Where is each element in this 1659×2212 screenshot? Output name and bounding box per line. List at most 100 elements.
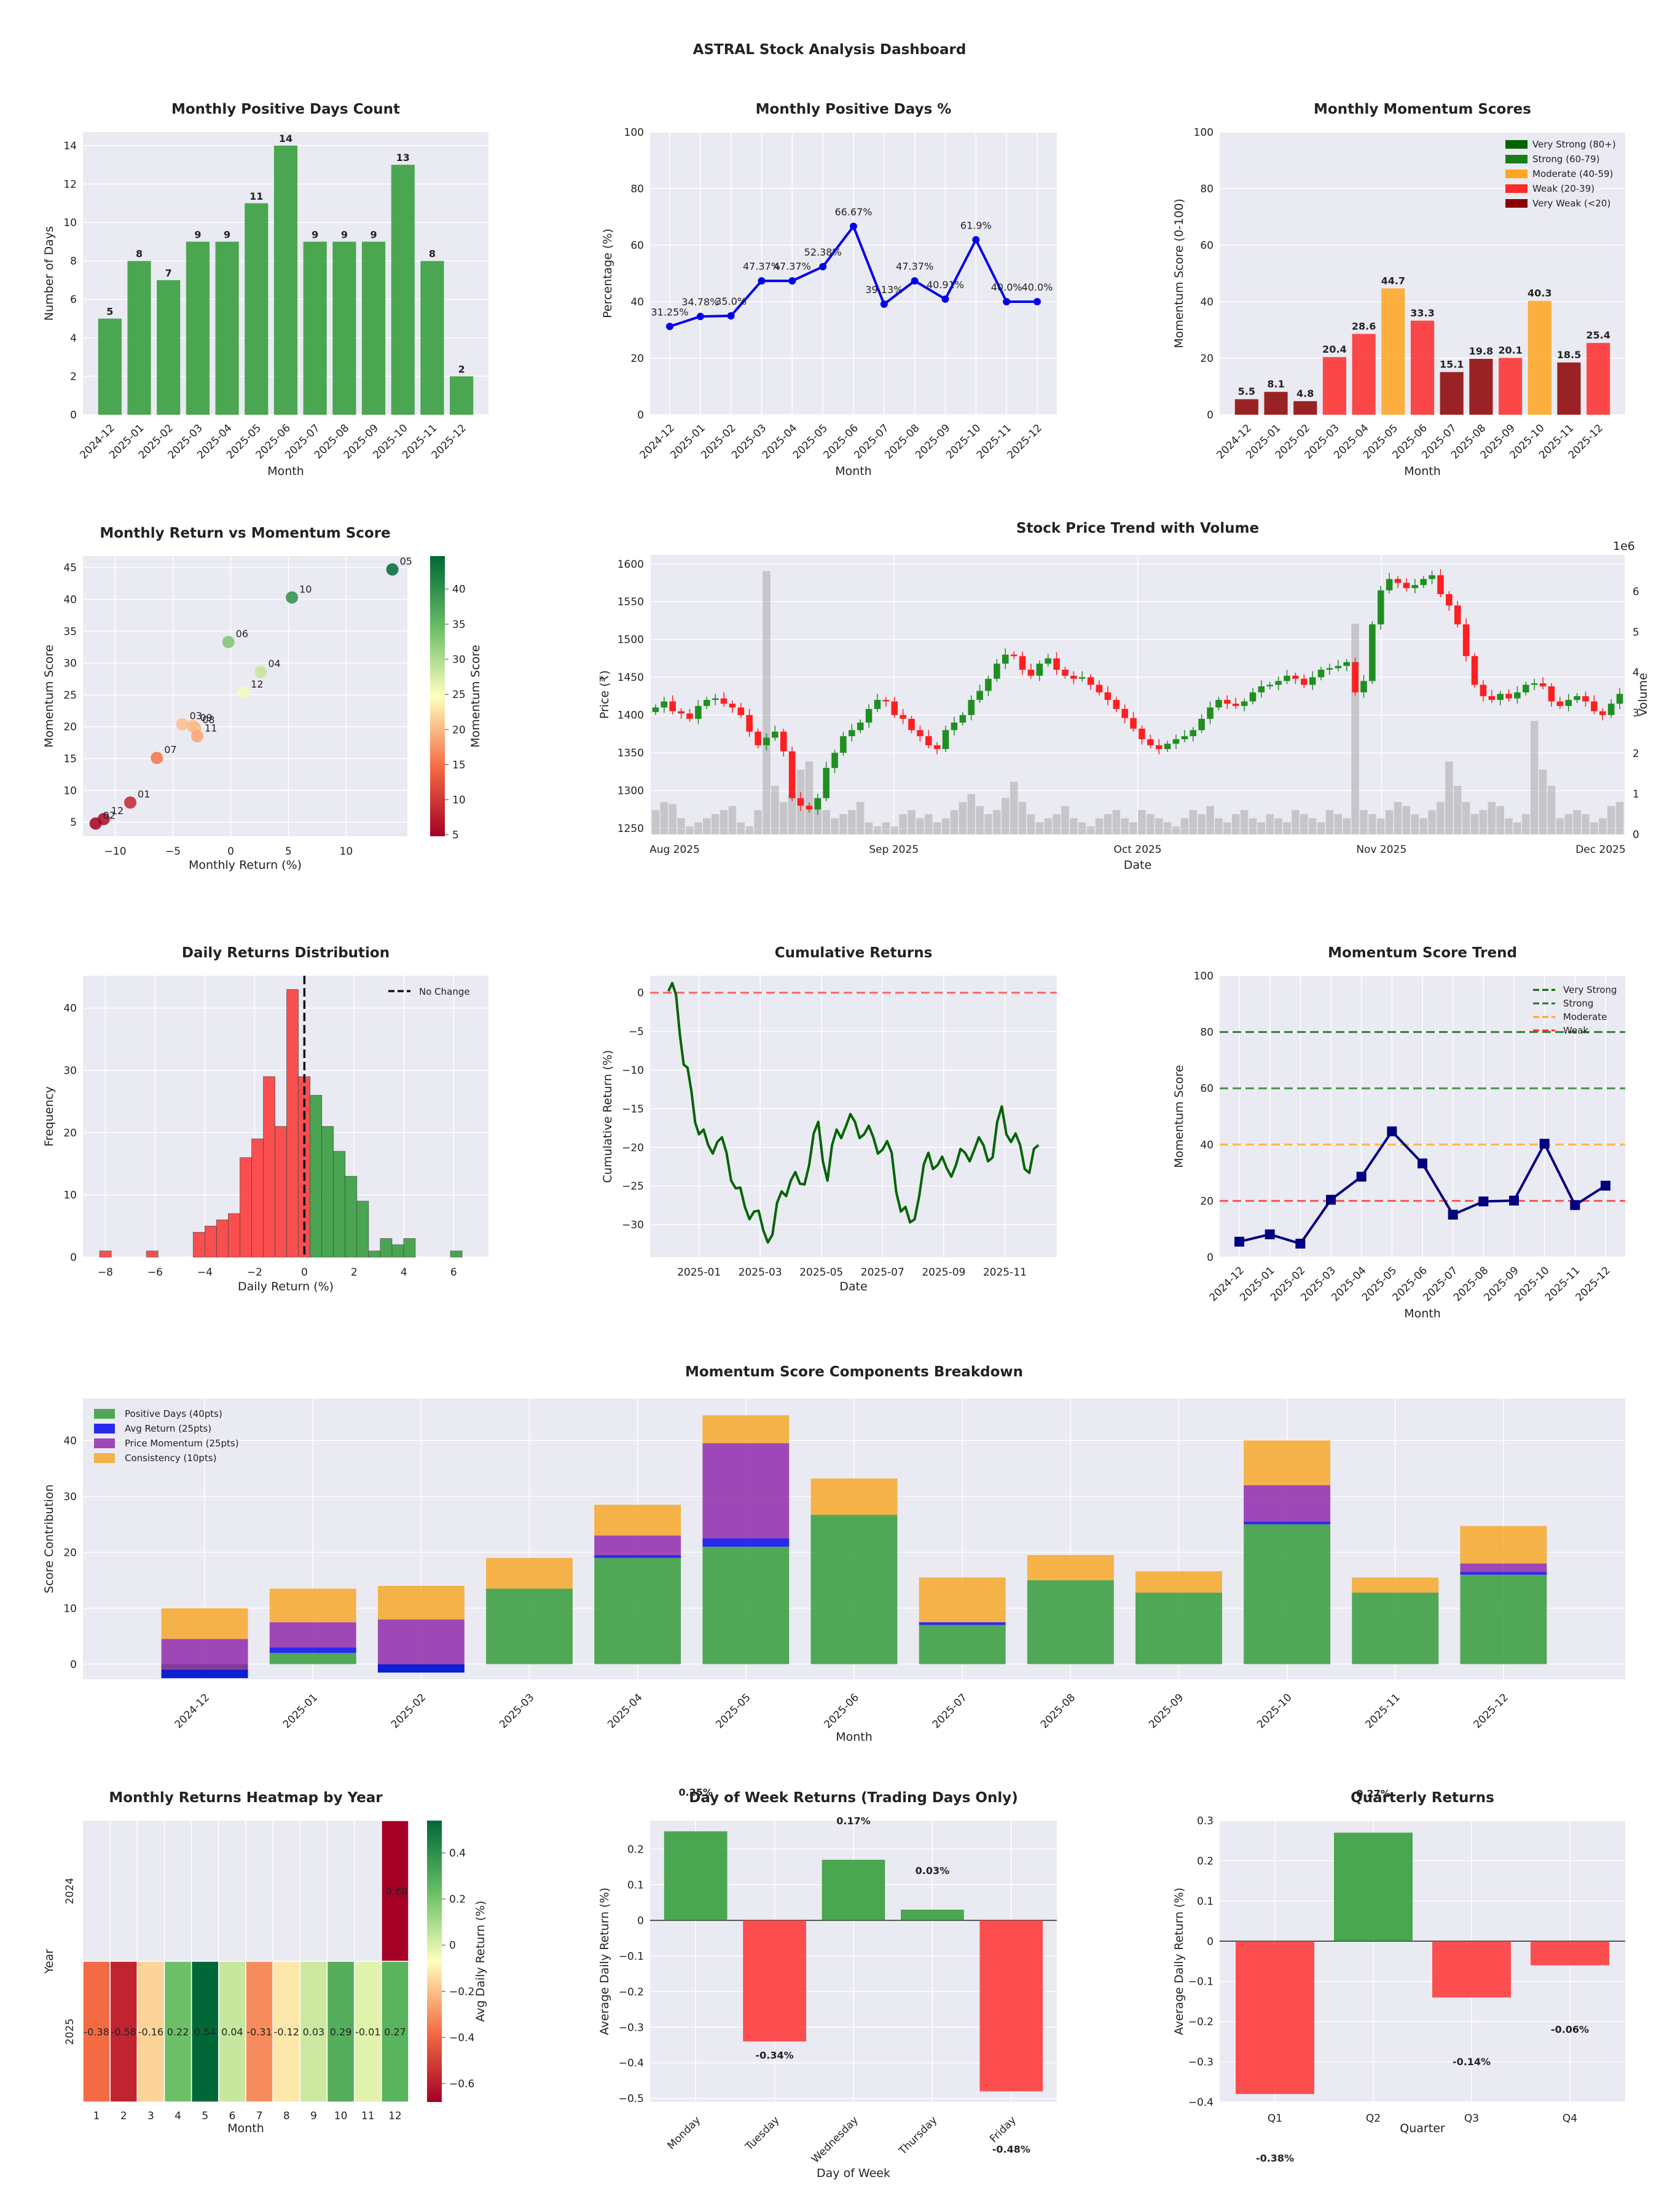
bar [450, 376, 474, 415]
volume-bar [745, 826, 753, 834]
legend-swatch [1505, 140, 1528, 149]
volume-bar [1419, 818, 1427, 834]
volume-bar [779, 802, 788, 834]
chart-title: Quarterly Returns [1351, 1790, 1494, 1806]
scatter-point [237, 686, 250, 699]
x-tick-label: 2025-02 [389, 1692, 428, 1731]
legend-label: Consistency (10pts) [125, 1453, 216, 1464]
volume-bar [1607, 806, 1615, 834]
candle-body [985, 678, 992, 691]
x-tick-label: Dec 2025 [1575, 844, 1626, 856]
chart-title: Momentum Score Trend [1328, 945, 1517, 961]
point-label: 07 [164, 744, 176, 756]
candle-body [1019, 656, 1026, 670]
line-marker [1509, 1195, 1519, 1206]
cell-label: -0.68 [382, 1886, 407, 1897]
volume-bar [1266, 814, 1274, 834]
x-axis-label: Quarter [1400, 2122, 1445, 2135]
chart-quarterly-returns: Quarterly Returns 0.3 0.2 0.1 0 −0.1 −0.2 −0.3 −… [1172, 1788, 1625, 2164]
colorbar-label: Momentum Score [469, 645, 482, 748]
line-point [696, 313, 704, 321]
candle-body [1053, 658, 1060, 670]
volume-bar [1078, 822, 1086, 834]
volume-bar [677, 818, 685, 834]
volume-bar [1180, 818, 1189, 834]
volume-bar [1411, 814, 1419, 834]
x-axis-label: Month [1404, 1307, 1441, 1320]
volume-bar [1035, 822, 1044, 834]
candle-body [1266, 684, 1274, 686]
x-tick-label: 2025-01 [281, 1692, 320, 1731]
bar [273, 145, 298, 415]
bar-value-label: -0.14% [1453, 2056, 1491, 2068]
volume-bar [669, 804, 677, 834]
candle-body [1284, 675, 1290, 681]
candle-body [1292, 675, 1299, 679]
heatmap-cell [326, 1961, 355, 2103]
chart-title: Monthly Return vs Momentum Score [100, 525, 390, 541]
y-tick-label: 8 [70, 256, 77, 268]
candle-body [1096, 684, 1103, 692]
bar-value-label: -0.38% [1256, 2152, 1294, 2164]
y-tick-label: 6 [70, 294, 77, 306]
stacked-bar-segment [1244, 1485, 1331, 1522]
chart-daily-returns: Daily Returns Distribution −8 −6 −4 −2 0 2 4 6 0 1… [42, 945, 488, 1293]
stacked-bar-segment [1352, 1577, 1439, 1593]
colorbar-tick-label: 15 [452, 759, 466, 771]
y-tick-label: −0.1 [1188, 1976, 1214, 1988]
y-tick-label: 5 [70, 817, 77, 829]
y-tick-label: 1250 [618, 823, 644, 835]
histogram-bar [251, 1139, 264, 1258]
volume-bar [788, 794, 796, 834]
bar [1352, 334, 1376, 415]
x-axis-label: Month [267, 465, 304, 478]
volume-bar [1061, 806, 1069, 834]
y-tick-label: 20 [630, 353, 644, 365]
colorbar-tick-label: 25 [452, 689, 466, 701]
stacked-bar-segment [269, 1588, 356, 1623]
volume-bar [1257, 822, 1266, 834]
volume-bar [1095, 818, 1104, 834]
line-point [880, 300, 888, 308]
candle-body [1215, 700, 1222, 708]
y-tick-label: 100 [624, 127, 644, 139]
volume-bar [1505, 818, 1513, 834]
colorbar-tick-label: 20 [452, 724, 466, 736]
candle-body [823, 767, 830, 798]
point-label: 03 [190, 710, 202, 722]
candle-body [942, 730, 949, 750]
volume-bar [993, 810, 1001, 834]
candle-body [1386, 579, 1393, 590]
stacked-bar-segment [594, 1504, 681, 1536]
heatmap-cell [82, 1961, 111, 2103]
chart-cumulative-returns: Cumulative Returns 2025-01 2025-03 2025-05 2… [601, 945, 1057, 1293]
x-tick-label: Monday [665, 2114, 704, 2152]
cell-label: 0.22 [167, 2026, 189, 2038]
bar-value-label: 25.4 [1586, 329, 1610, 341]
histogram-bar [310, 1095, 323, 1258]
x-tick-label: 2025-11 [1363, 1692, 1402, 1731]
y-tick-label: 0.2 [627, 1843, 644, 1856]
point-label: 12 [111, 805, 124, 817]
y-tick-label: 0 [1207, 1252, 1214, 1264]
stacked-bar-segment [810, 1515, 898, 1665]
y-tick-label: 0 [70, 409, 77, 422]
candle-body [737, 707, 745, 715]
candle-body [1224, 700, 1231, 704]
bar-value-label: 9 [312, 229, 318, 240]
candle-body [1488, 696, 1496, 700]
y-tick-label: 30 [63, 1065, 77, 1077]
volume-bar [1198, 814, 1206, 834]
x-tick-label: 2025-10 [1255, 1692, 1294, 1731]
volume-bar [1121, 818, 1129, 834]
y-tick-label: 25 [63, 689, 77, 702]
bar [420, 261, 444, 415]
volume-bar [1249, 818, 1257, 834]
bar [1264, 391, 1288, 415]
volume-bar [916, 818, 924, 834]
chart-title: Monthly Returns Heatmap by Year [109, 1790, 383, 1806]
volume-bar [1018, 802, 1027, 834]
legend-label: Strong [1563, 998, 1593, 1009]
bar-value-label: 9 [341, 229, 348, 240]
line-marker [1448, 1209, 1458, 1220]
